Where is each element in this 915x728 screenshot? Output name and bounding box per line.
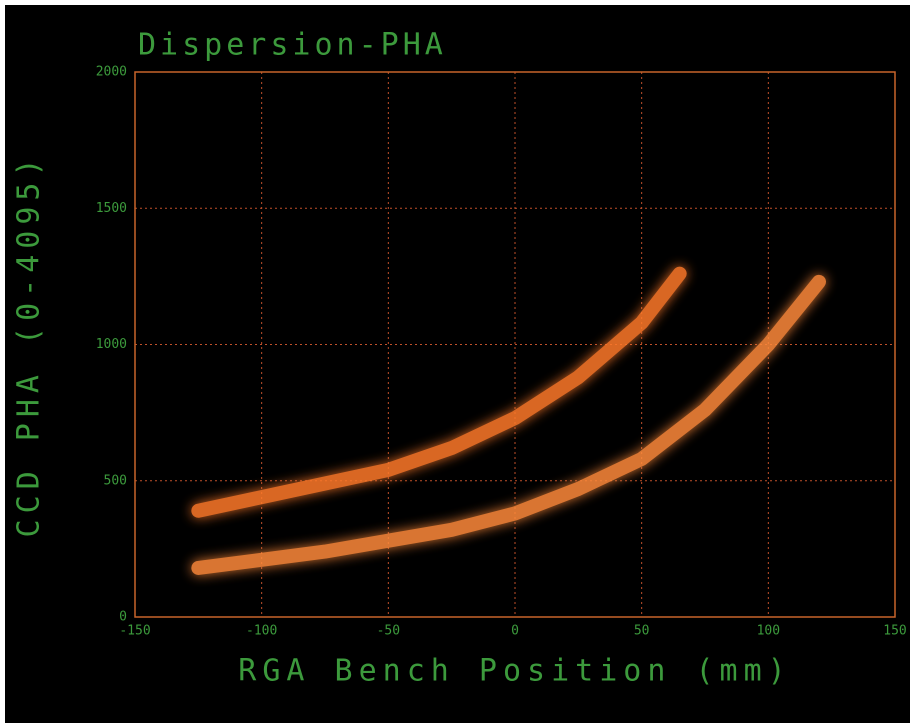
plot-background [5,5,910,723]
x-axis-label: RGA Bench Position (mm) [238,654,791,689]
y-tick-label: 2000 [96,65,127,80]
x-tick-label: 100 [757,624,780,639]
plot-frame [134,71,896,618]
x-tick-label: 50 [634,624,650,639]
y-tick-label: 1500 [96,201,127,216]
band-curve [191,266,687,518]
y-tick-label: 500 [104,473,127,488]
chart-title: Dispersion-PHA [138,28,447,63]
x-tick-label: 0 [511,624,519,639]
y-tick-label: 0 [119,610,127,625]
x-tick-label: -100 [246,624,277,639]
x-tick-label: -150 [119,624,150,639]
x-tick-label: 150 [883,624,906,639]
band-curve [191,274,826,575]
y-tick-label: 1000 [96,337,127,352]
y-axis-label: CCD PHA (0-4095) [12,153,47,538]
x-tick-label: -50 [377,624,400,639]
